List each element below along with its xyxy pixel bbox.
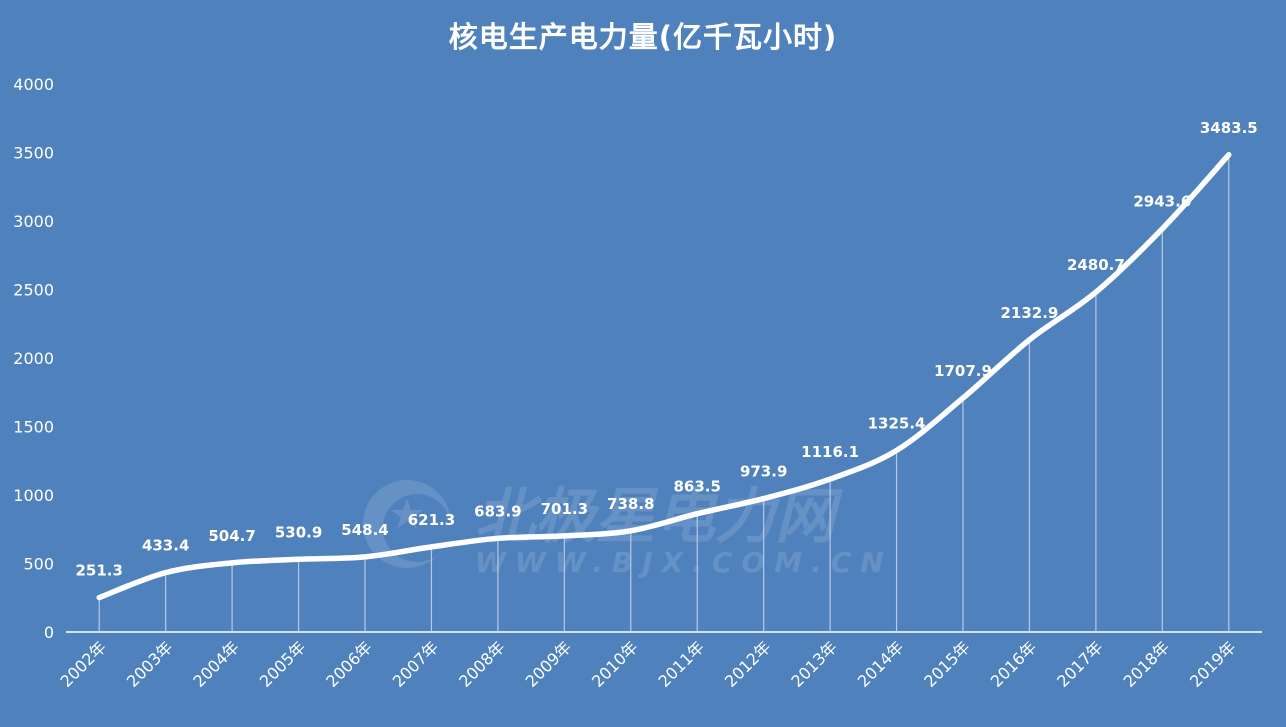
y-tick-label: 1500	[13, 418, 54, 437]
data-point	[362, 554, 368, 560]
data-point	[894, 447, 900, 453]
data-label: 530.9	[275, 523, 322, 541]
data-label: 701.3	[541, 500, 588, 518]
x-tick-label: 2004年	[189, 637, 243, 691]
data-label: 1325.4	[868, 414, 926, 432]
data-point	[1026, 337, 1032, 343]
series-line	[96, 152, 1232, 601]
data-label: 1707.9	[934, 362, 992, 380]
y-tick-label: 4000	[13, 75, 54, 94]
data-point	[296, 556, 302, 562]
y-tick-label: 500	[23, 555, 54, 574]
x-tick-label: 2015年	[920, 637, 974, 691]
x-tick-label: 2005年	[256, 637, 310, 691]
x-tick-label: 2002年	[56, 637, 110, 691]
y-tick-label: 0	[44, 623, 54, 642]
data-label: 1116.1	[801, 443, 859, 461]
data-label: 621.3	[408, 511, 455, 529]
x-tick-label: 2016年	[987, 637, 1041, 691]
data-label: 2480.7	[1067, 256, 1125, 274]
chart-title: 核电生产电力量(亿千瓦小时)	[448, 20, 838, 54]
x-tick-label: 2008年	[455, 637, 509, 691]
data-point	[229, 560, 235, 566]
data-label: 863.5	[673, 478, 720, 496]
x-tick-label: 2010年	[588, 637, 642, 691]
x-tick-label: 2014年	[854, 637, 908, 691]
data-label: 3483.5	[1200, 119, 1258, 137]
x-tick-label: 2006年	[322, 637, 376, 691]
x-tick-label: 2017年	[1053, 637, 1107, 691]
x-tick-label: 2007年	[389, 637, 443, 691]
data-point	[163, 570, 169, 576]
data-label: 973.9	[740, 463, 787, 481]
x-tick-label: 2003年	[123, 637, 177, 691]
data-point	[628, 528, 634, 534]
data-point	[1226, 152, 1232, 158]
x-tick-label: 2019年	[1186, 637, 1240, 691]
data-label: 683.9	[474, 502, 521, 520]
x-tick-label: 2013年	[787, 637, 841, 691]
y-tick-label: 2000	[13, 349, 54, 368]
data-point	[960, 395, 966, 401]
y-tick-label: 3000	[13, 212, 54, 231]
data-point	[428, 544, 434, 550]
x-tick-label: 2011年	[654, 637, 708, 691]
y-tick-label: 1000	[13, 486, 54, 505]
y-tick-label: 3500	[13, 144, 54, 163]
data-point	[1159, 226, 1165, 232]
data-label: 2943.6	[1133, 193, 1191, 211]
x-tick-label: 2018年	[1120, 637, 1174, 691]
data-point	[561, 533, 567, 539]
data-label: 504.7	[208, 527, 255, 545]
data-label: 433.4	[142, 537, 189, 555]
x-tick-label: 2009年	[522, 637, 576, 691]
data-point	[694, 511, 700, 517]
data-point	[761, 496, 767, 502]
data-label: 251.3	[75, 562, 122, 580]
data-label: 2132.9	[1000, 304, 1058, 322]
x-tick-label: 2012年	[721, 637, 775, 691]
data-label: 548.4	[341, 521, 388, 539]
data-label: 738.8	[607, 495, 654, 513]
y-tick-label: 2500	[13, 281, 54, 300]
data-point	[495, 535, 501, 541]
data-point	[96, 595, 102, 601]
data-point	[1093, 289, 1099, 295]
data-point	[827, 476, 833, 482]
